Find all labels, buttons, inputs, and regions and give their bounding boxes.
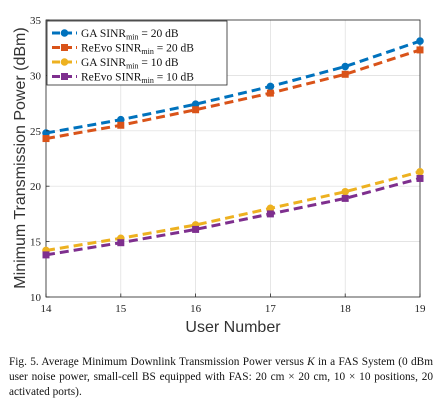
legend-label: ReEvo SINRmin = 20 dB [81, 43, 194, 57]
data-point [266, 89, 274, 97]
data-point [416, 167, 424, 176]
legend-label-main: GA SINR [81, 28, 126, 40]
y-tick-label: 25 [30, 126, 42, 138]
series-line [45, 39, 421, 135]
data-point [192, 106, 200, 114]
legend-label-main: ReEvo SINR [81, 43, 142, 55]
legend-label-rest: = 10 dB [139, 57, 179, 69]
legend-marker [61, 73, 68, 80]
y-tick-label: 30 [30, 70, 42, 82]
series-4 [42, 174, 424, 259]
legend-item: ReEvo SINRmin = 20 dB [52, 43, 194, 57]
legend-item: GA SINRmin = 20 dB [52, 28, 179, 42]
x-axis-title: User Number [185, 319, 281, 336]
data-point [117, 239, 125, 247]
legend-label-subscript: min [141, 47, 153, 56]
data-point [416, 37, 424, 45]
data-point [266, 82, 275, 91]
legend-marker [60, 29, 69, 37]
data-point [192, 225, 200, 233]
series-layer [42, 37, 424, 259]
legend-item: GA SINRmin = 10 dB [52, 57, 179, 71]
caption-text-after-k: in a FAS System (0 dBm user noise power,… [9, 356, 434, 398]
x-tick-label: 14 [41, 303, 53, 315]
data-point [266, 210, 274, 218]
legend-label: ReEvo SINRmin = 10 dB [81, 72, 194, 86]
x-tick-label: 15 [115, 303, 127, 315]
y-axis-title: Minimum Transmission Power (dBm) [12, 27, 29, 288]
legend-item: ReEvo SINRmin = 10 dB [52, 72, 194, 86]
series-line [45, 176, 421, 257]
legend-label-subscript: min [141, 76, 153, 85]
x-tick-label: 18 [340, 303, 352, 315]
data-point [42, 135, 50, 143]
caption-k-symbol: K [307, 356, 315, 368]
legend-label-rest: = 20 dB [139, 28, 179, 40]
data-point [117, 121, 125, 129]
legend-label-rest: = 10 dB [154, 72, 194, 84]
plot-frame [45, 19, 421, 298]
x-tick-label: 19 [415, 303, 427, 315]
x-tick-label: 16 [190, 303, 202, 315]
tick-labels: 14 15 16 17 18 19 10 15 20 25 30 35 [30, 15, 426, 315]
series-line [45, 48, 421, 141]
data-point [341, 70, 349, 78]
legend-label-subscript: min [126, 33, 138, 42]
legend-marker [60, 58, 69, 66]
y-tick-label: 15 [30, 237, 42, 249]
legend-marker [61, 44, 68, 51]
data-point [42, 251, 50, 259]
series-line [45, 170, 421, 252]
legend-label-main: ReEvo SINR [81, 72, 142, 84]
figure-chart: 14 15 16 17 18 19 10 15 20 25 30 35 User Number Min… [12, 15, 426, 336]
y-tick-label: 10 [30, 292, 42, 304]
data-point [341, 194, 349, 202]
legend-label-subscript: min [126, 62, 138, 71]
data-point [341, 62, 350, 71]
data-point [416, 174, 424, 182]
legend-label: GA SINRmin = 10 dB [81, 57, 179, 71]
data-point [341, 187, 350, 196]
caption-text-before-k: Average Minimum Downlink Transmission Po… [38, 356, 308, 368]
y-tick-label: 20 [30, 181, 42, 193]
legend-label-main: GA SINR [81, 57, 126, 69]
series-2 [42, 46, 424, 143]
y-tick-label: 35 [30, 15, 42, 27]
data-point [416, 46, 424, 54]
figure-caption: Fig. 5. Average Minimum Downlink Transmi… [9, 355, 433, 400]
legend-label-rest: = 20 dB [154, 43, 194, 55]
legend-label: GA SINRmin = 20 dB [81, 28, 179, 42]
x-tick-label: 17 [265, 303, 277, 315]
caption-label: Fig. 5. [9, 356, 39, 368]
